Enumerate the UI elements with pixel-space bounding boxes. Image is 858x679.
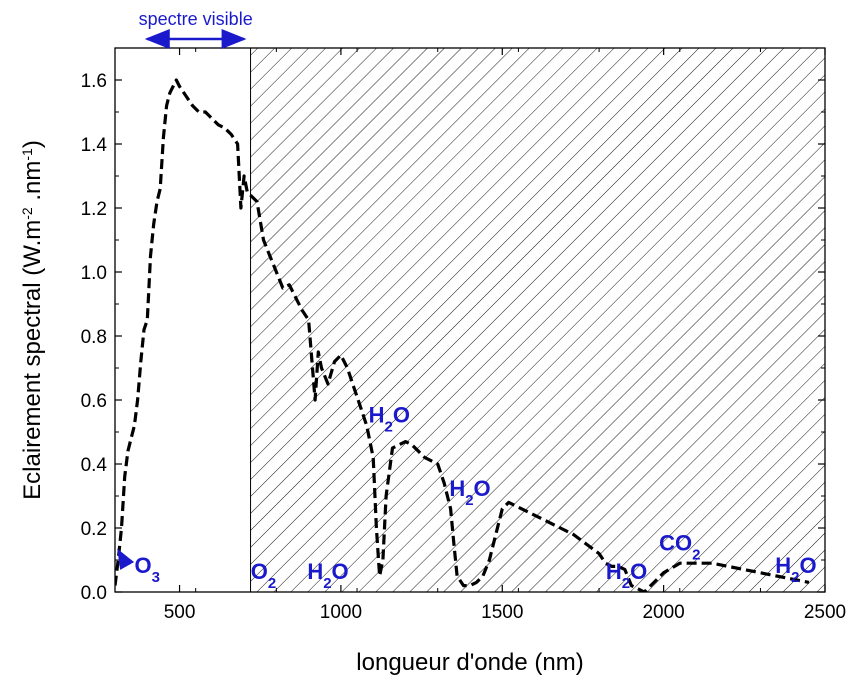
y-axis-title-main: Eclairement spectral (W.m xyxy=(19,220,46,500)
x-tick-label: 500 xyxy=(164,602,196,623)
y-tick-label: 0.2 xyxy=(81,519,107,540)
y-axis-title-sup1: -2 xyxy=(19,207,35,220)
y-tick-label: 1.6 xyxy=(81,71,107,92)
y-tick-label: 1.0 xyxy=(81,263,107,284)
absorption-label: O2 xyxy=(251,559,276,592)
y-axis-title: Eclairement spectral (W.m-2 .nm-1) xyxy=(19,140,46,500)
y-tick-label: 0.6 xyxy=(81,391,107,412)
absorption-arrow xyxy=(117,548,135,571)
absorption-label: H2O xyxy=(369,402,410,435)
absorption-label: H2O xyxy=(307,559,348,592)
y-tick-label: 1.2 xyxy=(81,199,107,220)
y-axis-title-mid: .nm xyxy=(19,161,46,208)
x-tick-label: 1000 xyxy=(320,602,362,623)
absorption-label: CO2 xyxy=(659,530,700,563)
x-tick-label: 1500 xyxy=(481,602,523,623)
y-tick-label: 0.8 xyxy=(81,327,107,348)
y-tick-label: 0.4 xyxy=(81,455,108,476)
y-tick-label: 0.0 xyxy=(81,583,107,604)
series-line-0 xyxy=(115,78,810,592)
series-layer xyxy=(115,78,810,592)
visible-range-label: spectre visible xyxy=(139,9,253,29)
x-tick-label: 2500 xyxy=(804,602,846,623)
y-tick-label: 1.4 xyxy=(81,135,108,156)
absorption-label: H2O xyxy=(449,476,490,509)
x-tick-label: 2000 xyxy=(642,602,684,623)
plot-frame xyxy=(114,47,826,593)
x-axis-title: longueur d'onde (nm) xyxy=(356,649,583,676)
y-axis-title-end: ) xyxy=(19,140,46,148)
absorption-label: O3 xyxy=(135,553,160,586)
hatched-region xyxy=(250,48,825,592)
absorption-label: H2O xyxy=(606,559,647,592)
ticks-layer: 500 1000 1500 2000 2500 0.0 0.2 0.4 0.6 0.8 1.0 1.2… xyxy=(81,47,846,623)
annotations-layer: O3 O2 H2O H2O H2O H2O CO2 H2O xyxy=(117,402,817,592)
y-axis-title-sup2: -1 xyxy=(19,148,35,161)
absorption-label: H2O xyxy=(775,553,816,586)
